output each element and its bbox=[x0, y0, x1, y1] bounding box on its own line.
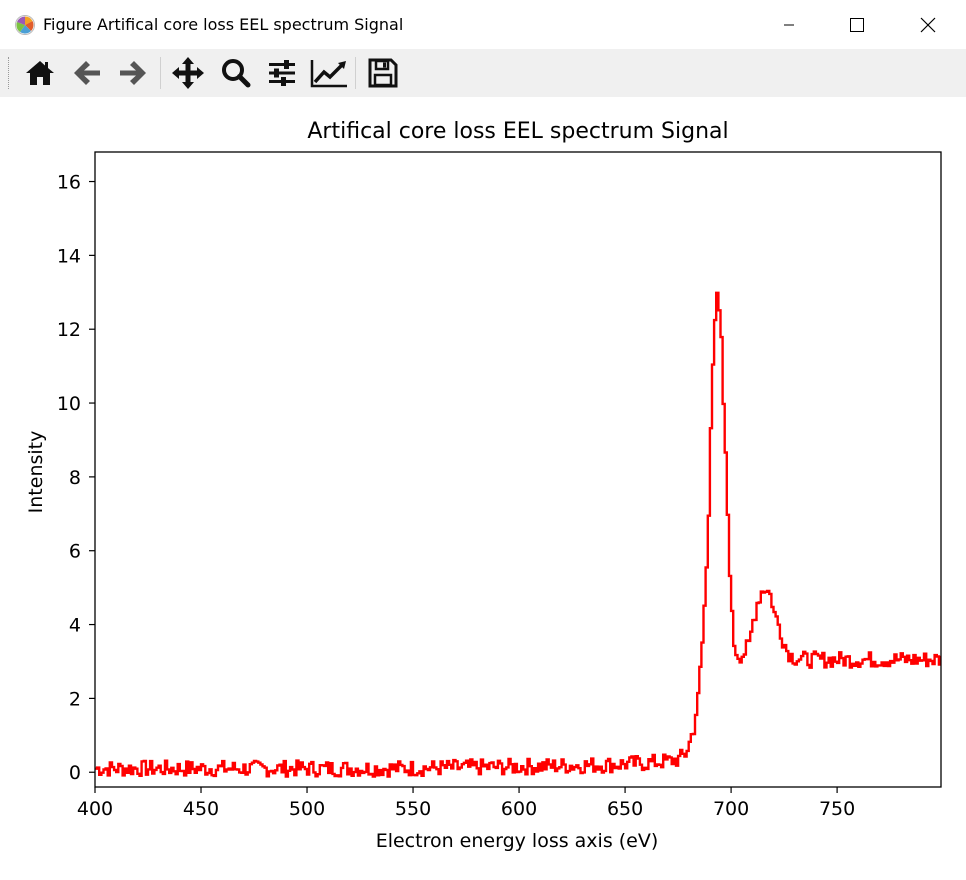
y-tick-label: 8 bbox=[69, 467, 81, 489]
toolbar-separator bbox=[355, 57, 356, 89]
maximize-button[interactable] bbox=[834, 0, 880, 49]
axes-spines bbox=[94, 151, 942, 788]
y-tick-label: 6 bbox=[69, 541, 81, 563]
y-tick-label: 0 bbox=[69, 762, 81, 784]
pan-icon bbox=[172, 57, 204, 89]
plot-background bbox=[95, 152, 941, 787]
save-icon bbox=[368, 58, 398, 88]
spectrum-line bbox=[95, 291, 941, 778]
pan-button[interactable] bbox=[169, 55, 207, 91]
maximize-icon bbox=[850, 17, 864, 32]
y-tick-label: 12 bbox=[57, 319, 81, 341]
close-icon bbox=[920, 17, 936, 32]
navigation-toolbar bbox=[0, 49, 966, 97]
chart-title: Artifical core loss EEL spectrum Signal bbox=[307, 119, 728, 144]
axes-frame bbox=[94, 151, 942, 788]
edit-curve-icon bbox=[310, 60, 347, 88]
minimize-button[interactable] bbox=[766, 0, 812, 49]
y-tick-label: 14 bbox=[57, 245, 81, 267]
configure-subplots-button[interactable] bbox=[263, 55, 301, 91]
x-tick-label: 750 bbox=[819, 798, 855, 820]
y-tick-label: 4 bbox=[69, 615, 81, 637]
close-button[interactable] bbox=[905, 0, 951, 49]
toolbar-separator bbox=[160, 57, 161, 89]
configure-subplots-icon bbox=[269, 60, 295, 86]
y-axis-label: Intensity bbox=[25, 431, 47, 514]
back-arrow-icon bbox=[74, 61, 100, 85]
zoom-icon bbox=[222, 59, 251, 88]
x-axis-label: Electron energy loss axis (eV) bbox=[376, 830, 659, 852]
home-icon bbox=[26, 61, 54, 85]
x-tick-label: 450 bbox=[183, 798, 219, 820]
zoom-button[interactable] bbox=[217, 55, 255, 91]
x-tick-label: 650 bbox=[607, 798, 643, 820]
y-tick-label: 2 bbox=[69, 688, 81, 710]
save-button[interactable] bbox=[364, 55, 402, 91]
minimize-icon bbox=[784, 24, 794, 25]
plot-area bbox=[95, 152, 941, 787]
x-tick-label: 500 bbox=[289, 798, 325, 820]
x-tick-label: 600 bbox=[501, 798, 537, 820]
series-layer bbox=[95, 291, 941, 778]
figure-canvas[interactable]: Artifical core loss EEL spectrum Signal … bbox=[0, 97, 966, 876]
eels-spectrum-chart[interactable]: Artifical core loss EEL spectrum Signal … bbox=[0, 97, 966, 876]
x-tick-label: 400 bbox=[77, 798, 113, 820]
y-axis-ticks: 0 2 4 6 8 10 12 14 16 bbox=[57, 172, 95, 784]
edit-axis-button[interactable] bbox=[310, 55, 348, 91]
matplotlib-icon bbox=[14, 14, 36, 36]
y-tick-label: 10 bbox=[57, 393, 81, 415]
window-title: Figure Artifical core loss EEL spectrum … bbox=[43, 15, 404, 34]
title-bar[interactable]: Figure Artifical core loss EEL spectrum … bbox=[0, 0, 966, 49]
x-tick-label: 700 bbox=[713, 798, 749, 820]
x-tick-label: 550 bbox=[395, 798, 431, 820]
forward-button[interactable] bbox=[114, 55, 152, 91]
x-axis-ticks: 400 450 500 550 600 650 700 750 bbox=[77, 787, 855, 820]
forward-arrow-icon bbox=[120, 61, 146, 85]
y-tick-label: 16 bbox=[57, 172, 81, 194]
home-button[interactable] bbox=[21, 55, 59, 91]
back-button[interactable] bbox=[68, 55, 106, 91]
toolbar-grip bbox=[8, 57, 11, 89]
